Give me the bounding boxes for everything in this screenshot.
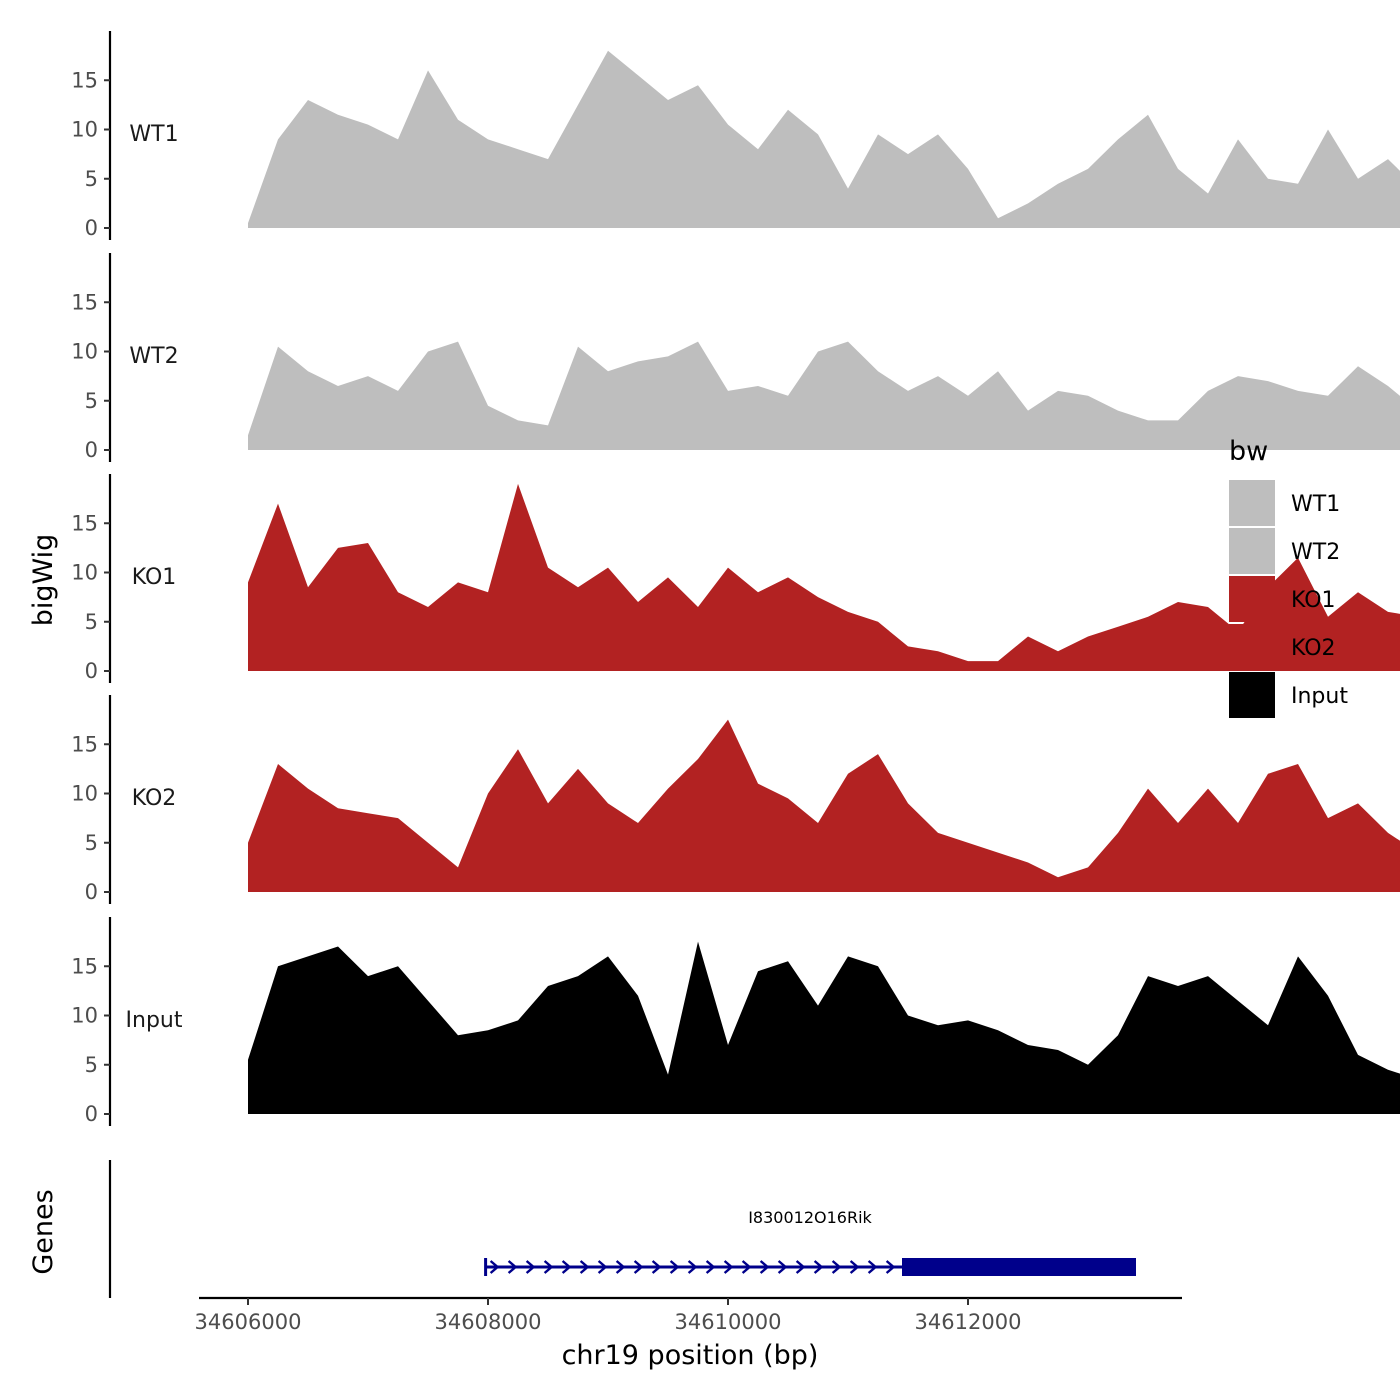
x-tick-label-34606000: 34606000 — [195, 1310, 302, 1334]
legend-label-wt2: WT2 — [1291, 540, 1340, 565]
y-tick-label-ko2-15: 15 — [71, 732, 98, 756]
y-tick-label-wt2-0: 0 — [85, 438, 98, 462]
y-tick-label-wt1-10: 10 — [71, 118, 98, 142]
strand-arrow-icon — [777, 1260, 788, 1274]
panel-input: 0 5 10 15 Input — [71, 917, 1400, 1126]
area-input — [248, 941, 1400, 1114]
legend-title: bw — [1229, 436, 1268, 467]
y-tick-label-input-0: 0 — [85, 1102, 98, 1126]
area-ko2 — [248, 719, 1400, 892]
y-tick-label-wt1-5: 5 — [85, 167, 98, 191]
strand-arrow-icon — [489, 1260, 500, 1274]
legend-key-ko1 — [1229, 576, 1275, 622]
genes-panel: I830012O16Rik — [108, 1160, 1136, 1298]
y-tick-label-wt2-10: 10 — [71, 340, 98, 364]
legend-label-ko1: KO1 — [1291, 588, 1336, 613]
strand-arrow-icon — [543, 1260, 554, 1274]
panel-wt2: 0 5 10 15 WT2 — [71, 253, 1400, 462]
area-wt1 — [248, 50, 1400, 228]
panel-ko1: 0 5 10 15 KO1 — [71, 474, 1400, 683]
y-tick-label-input-10: 10 — [71, 1004, 98, 1028]
panel-label-wt1: WT1 — [129, 122, 178, 147]
area-wt2 — [248, 341, 1400, 450]
gene-name-label: I830012O16Rik — [748, 1208, 872, 1227]
area-ko1 — [248, 483, 1400, 671]
strand-arrow-icon — [759, 1260, 770, 1274]
x-tick-label-34610000: 34610000 — [675, 1310, 782, 1334]
panel-label-input: Input — [126, 1008, 183, 1033]
y-tick-label-ko2-5: 5 — [85, 831, 98, 855]
legend-key-wt1 — [1229, 480, 1275, 526]
strand-arrow-icon — [687, 1260, 698, 1274]
strand-arrow-icon — [525, 1260, 536, 1274]
y-tick-label-ko1-15: 15 — [71, 511, 98, 535]
strand-arrow-icon — [813, 1260, 824, 1274]
y-tick-label-ko2-0: 0 — [85, 880, 98, 904]
strand-arrow-icon — [651, 1260, 662, 1274]
x-axis: 34606000 34608000 34610000 34612000 — [195, 1296, 1182, 1334]
y-tick-label-ko1-10: 10 — [71, 561, 98, 585]
strand-arrow-icon — [579, 1260, 590, 1274]
strand-arrow-icon — [885, 1260, 896, 1274]
strand-arrow-icon — [669, 1260, 680, 1274]
strand-arrow-icon — [849, 1260, 860, 1274]
y-tick-label-input-15: 15 — [71, 954, 98, 978]
x-tick-label-34612000: 34612000 — [915, 1310, 1022, 1334]
legend-label-ko2: KO2 — [1291, 636, 1336, 661]
y-tick-label-wt1-15: 15 — [71, 68, 98, 92]
genes-axis-title: Genes — [28, 1189, 59, 1274]
panel-label-wt2: WT2 — [129, 344, 178, 369]
strand-arrow-icon — [741, 1260, 752, 1274]
strand-arrow-icon — [723, 1260, 734, 1274]
track-panels: 0 5 10 15 WT1 0 5 10 15 WT2 0 5 10 15 KO1 0 5 10 15 KO2 0 5 10… — [71, 31, 1400, 1126]
panel-wt1: 0 5 10 15 WT1 — [71, 31, 1400, 240]
strand-arrow-icon — [831, 1260, 842, 1274]
y-tick-label-wt2-15: 15 — [71, 290, 98, 314]
legend-label-input: Input — [1291, 684, 1348, 709]
y-tick-label-wt1-0: 0 — [85, 216, 98, 240]
y-tick-label-ko1-5: 5 — [85, 610, 98, 634]
legend-label-wt1: WT1 — [1291, 492, 1340, 517]
strand-arrow-icon — [795, 1260, 806, 1274]
gene-exon-block — [902, 1258, 1136, 1276]
strand-arrow-icon — [705, 1260, 716, 1274]
y-axis-title: bigWig — [28, 534, 59, 627]
x-axis-title: chr19 position (bp) — [562, 1340, 819, 1371]
legend-key-input — [1229, 672, 1275, 718]
y-tick-label-input-5: 5 — [85, 1053, 98, 1077]
legend-key-ko2 — [1229, 624, 1275, 670]
legend: bw WT1 WT2 KO1 KO2 Input — [1229, 436, 1348, 718]
panel-label-ko1: KO1 — [132, 565, 177, 590]
legend-key-wt2 — [1229, 528, 1275, 574]
y-tick-label-ko1-0: 0 — [85, 659, 98, 683]
strand-arrow-icon — [633, 1260, 644, 1274]
y-tick-label-wt2-5: 5 — [85, 389, 98, 413]
strand-arrow-icon — [615, 1260, 626, 1274]
panel-label-ko2: KO2 — [132, 786, 177, 811]
panel-ko2: 0 5 10 15 KO2 — [71, 695, 1400, 904]
strand-arrow-icon — [597, 1260, 608, 1274]
strand-arrow-icon — [561, 1260, 572, 1274]
strand-arrow-icon — [867, 1260, 878, 1274]
y-tick-label-ko2-10: 10 — [71, 782, 98, 806]
strand-arrow-icon — [507, 1260, 518, 1274]
x-tick-label-34608000: 34608000 — [435, 1310, 542, 1334]
